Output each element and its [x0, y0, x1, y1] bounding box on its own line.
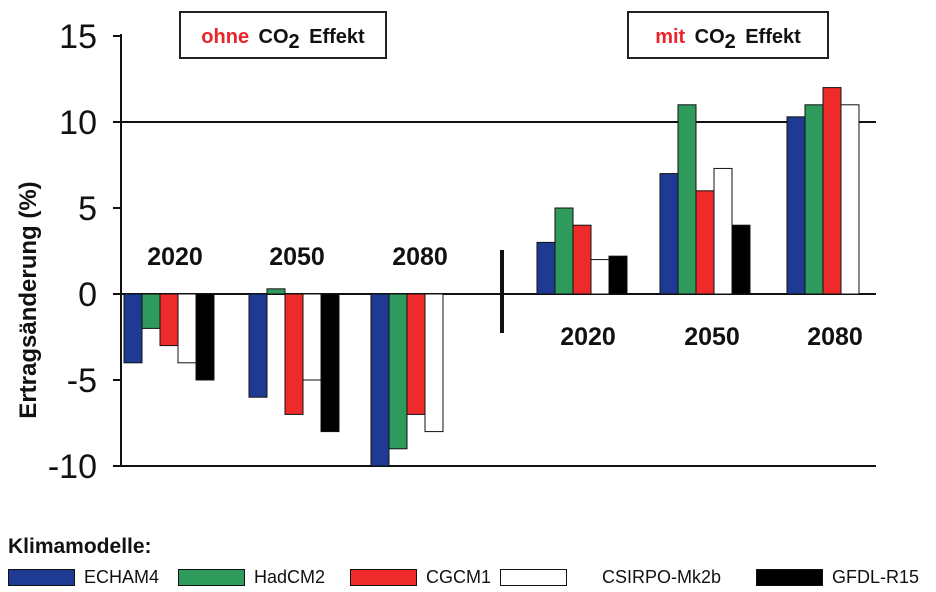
bar-csirpo-mk2b-2020: [590, 259, 610, 295]
bar-csirpo-mk2b-2050: [302, 293, 322, 381]
legend-swatch: [756, 569, 823, 586]
group-label-2050: 2050: [684, 323, 740, 351]
y-tick-label: -10: [48, 448, 97, 486]
header-mit-co2: mit CO2 Effekt: [627, 11, 829, 59]
bar-echam4-2080: [786, 116, 806, 295]
bar-csirpo-mk2b-2050: [713, 167, 733, 295]
header-ohne-word: ohne: [201, 26, 249, 48]
bar-hadcm2-2020: [554, 207, 574, 295]
svg-text:mit CO2 Effekt: mit CO2 Effekt: [655, 26, 801, 53]
bar-hadcm2-2080: [804, 104, 824, 295]
legend-label: ECHAM4: [84, 567, 160, 587]
y-tick-label: 15: [59, 18, 97, 56]
legend-label: HadCM2: [254, 567, 326, 587]
bar-hadcm2-2080: [388, 293, 408, 450]
bar-gfdl-r15-2050: [731, 224, 751, 295]
bar-echam4-2050: [659, 173, 679, 295]
bar-echam4-2050: [248, 293, 268, 398]
bar-hadcm2-2050: [266, 288, 286, 295]
group-label-2050: 2050: [269, 243, 325, 271]
legend-label: CSIRPO-Mk2b: [602, 567, 722, 587]
legend-swatch: [178, 569, 245, 586]
header-ohne-co2: ohne CO2 Effekt: [179, 11, 387, 59]
bar-gfdl-r15-2020: [195, 293, 215, 381]
bar-cgcm1-2020: [159, 293, 179, 347]
group-label-2020: 2020: [560, 323, 616, 351]
bar-echam4-2020: [123, 293, 143, 364]
bar-cgcm1-2080: [406, 293, 426, 415]
bar-cgcm1-2050: [695, 190, 715, 295]
bar-gfdl-r15-2020: [608, 255, 628, 295]
yield-change-chart: 15 10 5 0 -5 -10 Ertragsänderung (%) 2020 2050…: [15, 11, 876, 486]
svg-text:ohne CO2 Effekt: ohne CO2 Effekt: [201, 26, 365, 53]
y-axis-label: Ertragsänderung (%): [15, 181, 42, 418]
bar-echam4-2020: [536, 241, 556, 295]
group-label-2080: 2080: [392, 243, 448, 271]
bar-gfdl-r15-2050: [320, 293, 340, 433]
group-label-2080: 2080: [807, 323, 863, 351]
group-labels: 2020 2050 2080 2020 2050 2080: [147, 243, 863, 351]
legend-swatch: [500, 569, 567, 586]
bar-hadcm2-2050: [677, 104, 697, 295]
bar-echam4-2080: [370, 293, 390, 467]
bars: [123, 87, 860, 467]
legend-swatch: [350, 569, 417, 586]
bar-cgcm1-2080: [822, 87, 842, 295]
y-tick-label: 10: [59, 104, 97, 142]
bar-cgcm1-2020: [572, 224, 592, 295]
header-mit-word: mit: [655, 26, 685, 48]
bar-csirpo-mk2b-2080: [424, 293, 444, 433]
legend-label: CGCM1: [426, 567, 492, 587]
bar-csirpo-mk2b-2080: [840, 104, 860, 295]
y-tick-label: 0: [78, 276, 97, 314]
legend-swatch: [8, 569, 75, 586]
bar-hadcm2-2020: [141, 293, 161, 329]
bar-csirpo-mk2b-2020: [177, 293, 197, 364]
group-label-2020: 2020: [147, 243, 203, 271]
bar-cgcm1-2050: [284, 293, 304, 415]
legend-label: GFDL-R15: [832, 567, 920, 587]
y-tick-label: -5: [67, 362, 97, 400]
legend-title: Klimamodelle:: [8, 535, 152, 558]
y-tick-label: 5: [78, 190, 97, 228]
legend: ECHAM4 HadCM2 CGCM1 CSIRPO-Mk2b GFDL-R15: [8, 567, 934, 589]
y-axis: 15 10 5 0 -5 -10: [48, 18, 876, 486]
